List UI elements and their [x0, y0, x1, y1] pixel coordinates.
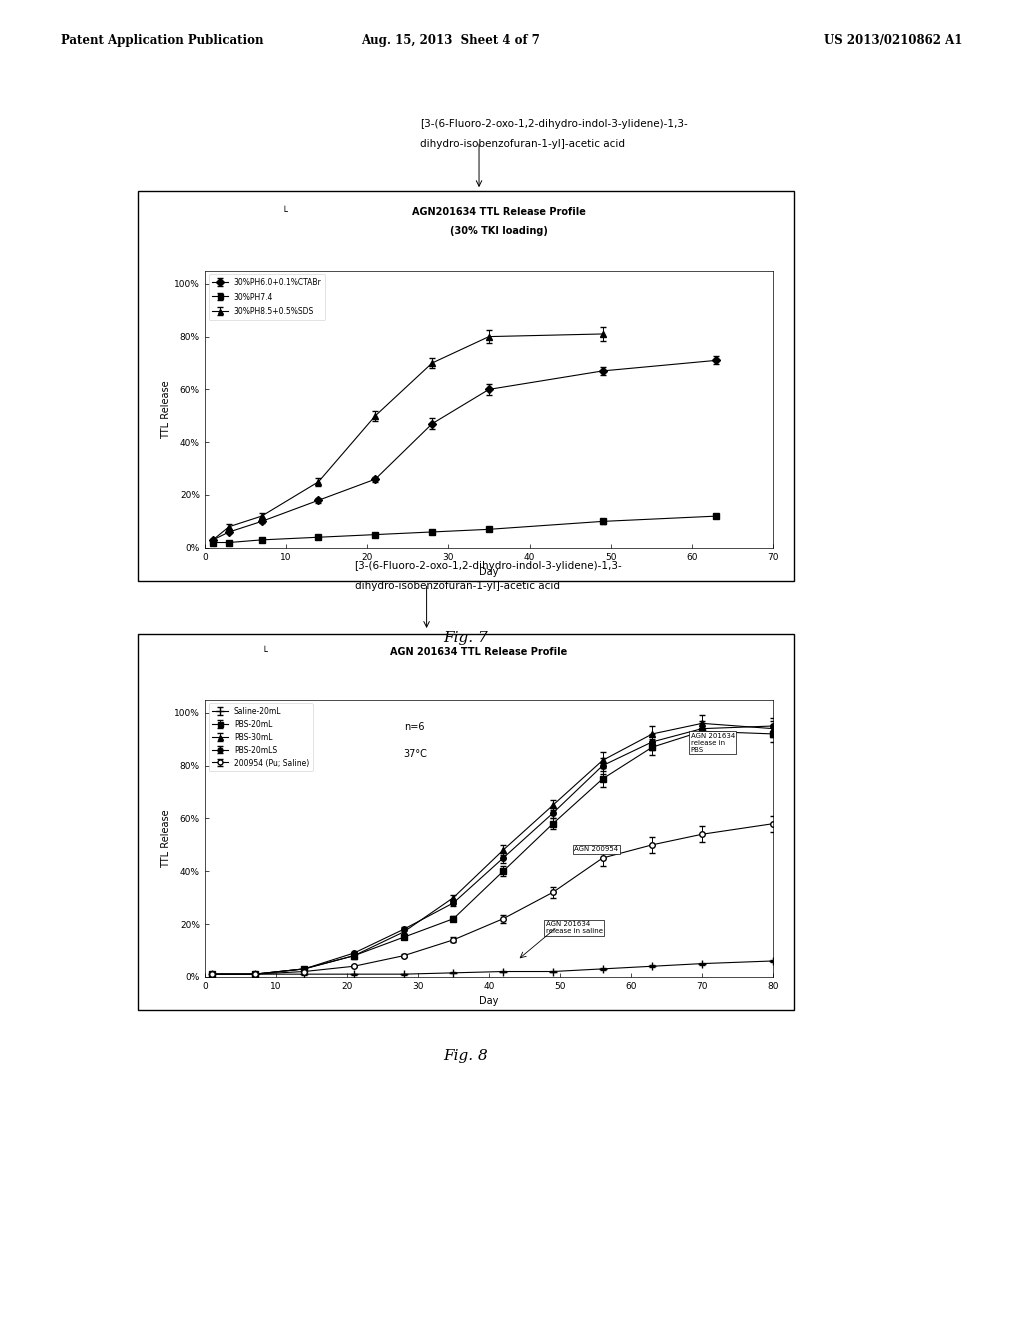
X-axis label: Day: Day	[479, 568, 499, 577]
Text: AGN 201634 TTL Release Profile: AGN 201634 TTL Release Profile	[390, 647, 567, 657]
Text: AGN 201634
release in saline: AGN 201634 release in saline	[546, 921, 603, 935]
Text: Aug. 15, 2013  Sheet 4 of 7: Aug. 15, 2013 Sheet 4 of 7	[361, 34, 540, 48]
Text: [3-(6-Fluoro-2-oxo-1,2-dihydro-indol-3-ylidene)-1,3-: [3-(6-Fluoro-2-oxo-1,2-dihydro-indol-3-y…	[420, 119, 688, 129]
Text: └: └	[282, 207, 288, 218]
Y-axis label: TTL Release: TTL Release	[162, 809, 171, 867]
Text: US 2013/0210862 A1: US 2013/0210862 A1	[824, 34, 963, 48]
Text: (30% TKI loading): (30% TKI loading)	[450, 226, 548, 236]
Text: 37°C: 37°C	[403, 750, 428, 759]
Legend: 30%PH6.0+0.1%CTABr, 30%PH7.4, 30%PH8.5+0.5%SDS: 30%PH6.0+0.1%CTABr, 30%PH7.4, 30%PH8.5+0…	[209, 275, 326, 319]
Text: Fig. 7: Fig. 7	[443, 631, 488, 645]
Text: [3-(6-Fluoro-2-oxo-1,2-dihydro-indol-3-ylidene)-1,3-: [3-(6-Fluoro-2-oxo-1,2-dihydro-indol-3-y…	[354, 561, 623, 572]
Text: dihydro-isobenzofuran-1-yl]-acetic acid: dihydro-isobenzofuran-1-yl]-acetic acid	[354, 581, 559, 591]
Y-axis label: TTL Release: TTL Release	[162, 380, 171, 438]
Text: AGN 200954: AGN 200954	[574, 846, 618, 853]
Text: AGN 201634
release in
PBS: AGN 201634 release in PBS	[691, 733, 735, 752]
Text: dihydro-isobenzofuran-1-yl]-acetic acid: dihydro-isobenzofuran-1-yl]-acetic acid	[420, 139, 625, 149]
X-axis label: Day: Day	[479, 997, 499, 1006]
Legend: Saline-20mL, PBS-20mL, PBS-30mL, PBS-20mLS, 200954 (Pu; Saline): Saline-20mL, PBS-20mL, PBS-30mL, PBS-20m…	[209, 704, 313, 771]
Text: Fig. 8: Fig. 8	[443, 1049, 488, 1064]
Text: AGN201634 TTL Release Profile: AGN201634 TTL Release Profile	[412, 207, 586, 218]
Text: Patent Application Publication: Patent Application Publication	[61, 34, 264, 48]
Text: └: └	[261, 647, 267, 657]
Text: n=6: n=6	[403, 722, 424, 731]
